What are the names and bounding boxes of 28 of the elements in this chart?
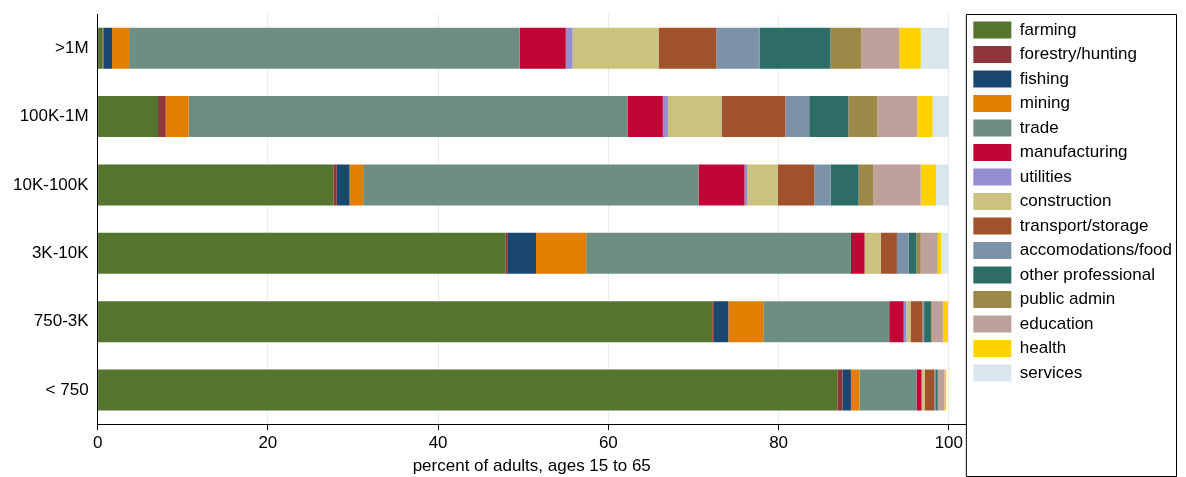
- legend-label: farming: [1019, 19, 1077, 39]
- x-tick-label: 20: [258, 433, 278, 453]
- legend-label: trade: [1019, 117, 1059, 137]
- legend-label: utilities: [1019, 166, 1072, 186]
- legend-label: public admin: [1019, 289, 1116, 309]
- legend-label: mining: [1019, 93, 1070, 113]
- y-tick-label: 750-3K: [33, 311, 90, 331]
- legend-label: construction: [1019, 191, 1112, 211]
- x-tick-label: 60: [598, 433, 618, 453]
- x-tick-label: 0: [92, 433, 103, 453]
- legend-label: education: [1019, 313, 1094, 333]
- y-tick-label: 100K-1M: [19, 106, 89, 126]
- legend-label: accomodations/food: [1019, 240, 1172, 260]
- y-tick-label: 3K-10K: [31, 242, 90, 262]
- legend-label: fishing: [1019, 68, 1069, 88]
- x-tick-label: 80: [769, 433, 789, 453]
- x-tick-label: 100: [934, 433, 964, 453]
- y-tick-label: 10K-100K: [12, 174, 90, 194]
- x-axis-title: percent of adults, ages 15 to 65: [412, 456, 651, 476]
- legend-label: health: [1019, 338, 1067, 358]
- legend-label: manufacturing: [1019, 142, 1128, 162]
- legend-label: other professional: [1019, 264, 1155, 284]
- y-tick-label: < 750: [45, 379, 89, 399]
- legend-label: forestry/hunting: [1019, 44, 1138, 64]
- x-tick-label: 40: [428, 433, 448, 453]
- y-tick-label: >1M: [55, 37, 89, 57]
- legend-label: transport/storage: [1019, 215, 1149, 235]
- legend-label: services: [1019, 362, 1083, 382]
